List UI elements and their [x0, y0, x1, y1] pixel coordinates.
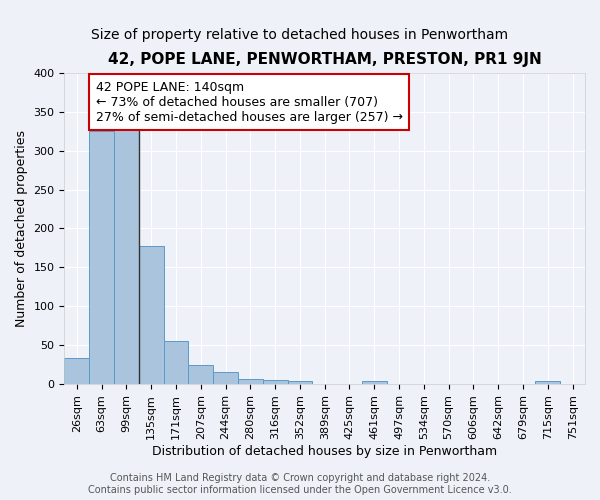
Bar — [238, 380, 263, 384]
Bar — [139, 246, 164, 384]
Bar — [535, 381, 560, 384]
Bar — [188, 366, 213, 384]
Bar — [287, 381, 313, 384]
Bar — [164, 340, 188, 384]
Text: Size of property relative to detached houses in Penwortham: Size of property relative to detached ho… — [91, 28, 509, 42]
Text: Contains HM Land Registry data © Crown copyright and database right 2024.
Contai: Contains HM Land Registry data © Crown c… — [88, 474, 512, 495]
Bar — [89, 131, 114, 384]
Text: 42 POPE LANE: 140sqm
← 73% of detached houses are smaller (707)
27% of semi-deta: 42 POPE LANE: 140sqm ← 73% of detached h… — [95, 80, 403, 124]
Bar — [114, 122, 139, 384]
Bar — [263, 380, 287, 384]
Title: 42, POPE LANE, PENWORTHAM, PRESTON, PR1 9JN: 42, POPE LANE, PENWORTHAM, PRESTON, PR1 … — [108, 52, 542, 68]
X-axis label: Distribution of detached houses by size in Penwortham: Distribution of detached houses by size … — [152, 444, 497, 458]
Bar — [362, 381, 386, 384]
Bar — [213, 372, 238, 384]
Y-axis label: Number of detached properties: Number of detached properties — [15, 130, 28, 327]
Bar — [64, 358, 89, 384]
